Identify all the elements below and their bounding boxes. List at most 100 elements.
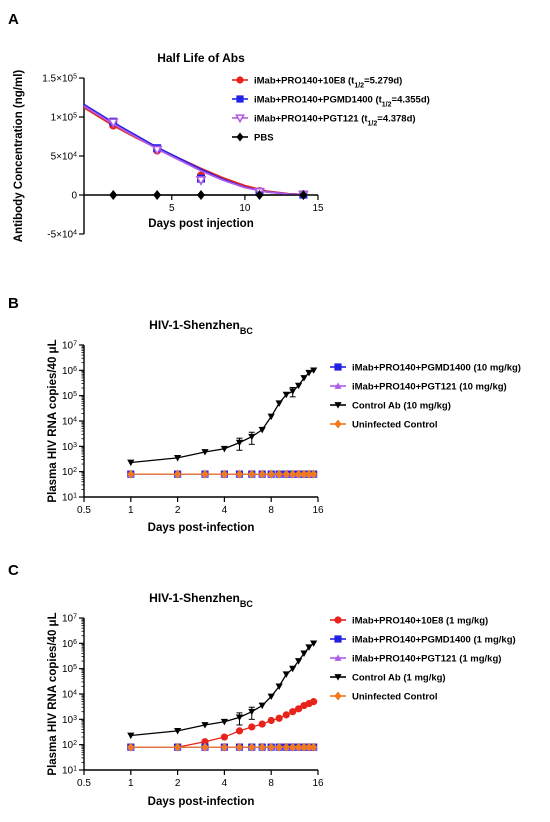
legend-label: iMab+PRO140+10E8 (1 mg/kg) (352, 616, 488, 627)
y-tick-label-exponent: 7 (73, 613, 77, 620)
data-point (127, 732, 135, 740)
legend-entry-4: Uninfected Control (330, 691, 438, 703)
data-point (305, 469, 313, 479)
data-point (282, 742, 290, 752)
data-point (258, 702, 266, 710)
data-point (174, 455, 182, 462)
data-point (127, 459, 135, 467)
data-point (294, 469, 303, 479)
chart-title: Half Life of Abs (157, 51, 245, 65)
data-point (267, 716, 275, 725)
data-point (220, 445, 228, 453)
data-point (201, 449, 209, 456)
data-point (258, 426, 266, 434)
data-point (275, 400, 283, 407)
data-point (289, 708, 297, 716)
series-2 (83, 105, 309, 201)
data-point (220, 469, 228, 479)
data-point (305, 369, 313, 377)
chart-panel-b: HIV-1-ShenzhenBC 101 102 103 104 105 106 107 0.5… (47, 318, 521, 534)
legend-swatch-marker (334, 654, 342, 661)
series-3 (127, 640, 318, 740)
y-tick-label-exponent: 4 (73, 689, 77, 696)
y-tick-label: 106 (62, 365, 77, 377)
x-tick-label: 8 (268, 505, 274, 516)
legend-label: iMab+PRO140+PGT121 (1 mg/kg) (352, 654, 501, 665)
data-point (255, 190, 264, 200)
chart-title: HIV-1-ShenzhenBC (149, 318, 253, 336)
y-tick-label-exponent: 5 (73, 73, 77, 80)
legend-entry-1: iMab+PRO140+PGMD1400 (1 mg/kg) (330, 635, 516, 646)
legend-label-tail: =4.378d) (377, 114, 415, 125)
y-tick-label-exponent: 2 (73, 467, 77, 474)
x-tick-label: 10 (239, 203, 251, 214)
y-tick-label-exponent: 1 (73, 492, 77, 499)
x-tick-label: 2 (175, 505, 181, 516)
data-point (275, 469, 283, 479)
data-point (300, 650, 308, 658)
y-tick-label: 107 (62, 340, 77, 352)
data-point (201, 722, 209, 729)
legend-entry-3: Control Ab (1 mg/kg) (330, 673, 446, 684)
legend-label: Control Ab (10 mg/kg) (352, 401, 451, 412)
x-tick-label: 1 (128, 505, 134, 516)
x-tick-label: 4 (222, 778, 228, 789)
data-point (294, 658, 303, 665)
data-point (275, 714, 283, 722)
data-point (305, 644, 313, 651)
x-tick-label: 0.5 (77, 778, 91, 789)
data-point (248, 433, 256, 441)
panel-letter-b: B (8, 295, 19, 312)
y-tick-label: 102 (62, 467, 77, 479)
panel-letter-a: A (8, 11, 19, 28)
y-tick-label: 101 (62, 765, 77, 777)
y-tick-label: 101 (62, 492, 77, 504)
legend-entry-1: iMab+PRO140+PGT121 (10 mg/kg) (330, 382, 507, 393)
y-tick-label: 106 (62, 638, 77, 650)
legend-swatch-marker (334, 382, 342, 389)
data-point (127, 742, 135, 752)
legend-label-subscript: 1/2 (382, 101, 392, 108)
y-tick-label: 1.5×105 (42, 73, 77, 85)
y-tick-label-exponent: 2 (73, 740, 77, 747)
legend-label: Uninfected Control (352, 420, 438, 431)
series-3 (109, 190, 308, 200)
x-tick-label: 2 (175, 778, 181, 789)
panel-letter-c: C (8, 562, 19, 579)
data-point (267, 742, 275, 752)
data-point (294, 382, 303, 390)
legend-label-subscript: 1/2 (368, 120, 378, 127)
data-point (289, 742, 297, 752)
data-point (220, 718, 228, 726)
y-tick-label: 105 (62, 391, 77, 403)
legend-label: Uninfected Control (352, 692, 438, 703)
y-tick-label-exponent: 3 (73, 714, 77, 721)
data-point (289, 469, 297, 479)
chart-title-subscript: BC (240, 326, 253, 336)
data-point (282, 711, 290, 719)
data-point (300, 469, 308, 479)
y-tick-label-exponent: 7 (73, 340, 77, 347)
data-point (258, 469, 266, 479)
data-point (305, 742, 313, 752)
legend-label: iMab+PRO140+PGMD1400 (10 mg/kg) (352, 363, 521, 374)
data-point (258, 742, 266, 752)
legend-entry-2: iMab+PRO140+PGT121 (t1/2=4.378d) (232, 114, 416, 127)
legend-label: iMab+PRO140+PGMD1400 (1 mg/kg) (352, 635, 516, 646)
x-tick-label: 0.5 (77, 505, 91, 516)
x-axis-title: Days post injection (148, 218, 253, 230)
data-point (195, 176, 207, 186)
data-point (289, 665, 297, 673)
legend-swatch-marker (334, 674, 342, 681)
x-tick-label: 1 (128, 778, 134, 789)
y-tick-label-exponent: 5 (73, 391, 77, 398)
legend-swatch-marker (334, 402, 342, 409)
y-tick-label: 104 (62, 689, 77, 701)
data-point (235, 727, 244, 735)
x-tick-label: 16 (312, 778, 324, 789)
x-tick-label: 16 (312, 505, 324, 516)
y-tick-label: 104 (62, 416, 77, 428)
series-line (130, 642, 315, 737)
data-point (267, 413, 275, 421)
series-4 (127, 742, 318, 752)
